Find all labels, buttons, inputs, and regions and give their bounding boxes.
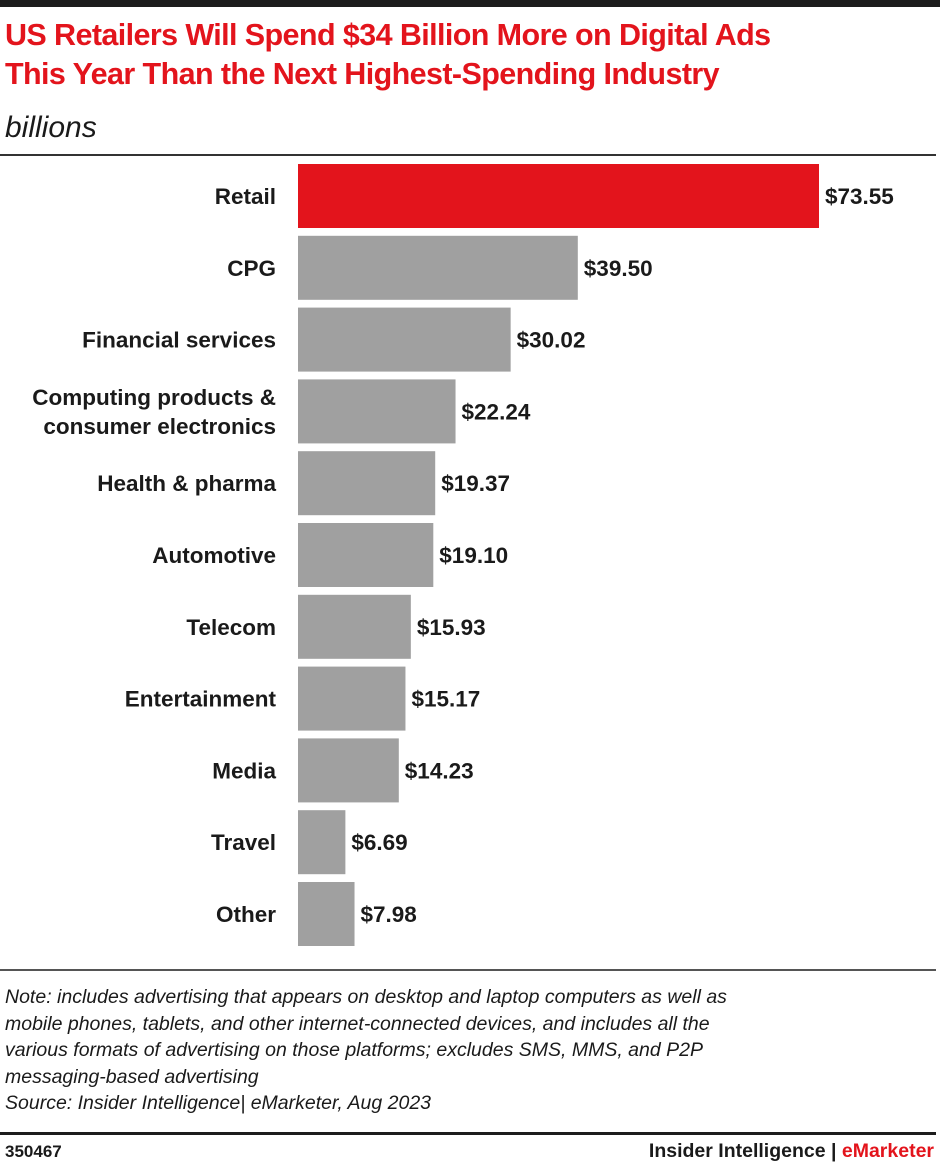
bar-entertainment [298,666,406,731]
bar-travel [298,810,346,875]
bar-media [298,738,399,803]
bar-chart: Retail $73.55 CPG $39.50 Financial services $… [32,164,894,946]
chart-title-line-2: This Year Than the Next Highest-Spending… [5,57,720,91]
chart-subtitle: billions [5,111,97,144]
category-label-automotive: Automotive [152,543,276,568]
note-line-1: Note: includes advertising that appears … [5,986,727,1008]
bar-retail [298,164,819,228]
chart-title-line-1: US Retailers Will Spend $34 Billion More… [5,18,771,52]
value-label-cpg: $39.50 [584,256,653,281]
bar-cpg [298,235,578,300]
note-line-4: messaging-based advertising [5,1065,259,1088]
chart-note: Note: includes advertising that appears … [5,984,925,1117]
category-label-travel: Travel [211,830,276,855]
category-label-other: Other [216,902,276,927]
bar-computing-products-and-consumer-electronics [298,379,456,444]
value-label-automotive: $19.10 [439,543,508,568]
value-label-other: $7.98 [361,902,417,927]
footer-divider [0,969,936,971]
brand-accent-text: eMarketer [841,1140,934,1162]
bar-financial-services [298,307,511,372]
bar-health-and-pharma [298,451,436,516]
brand-logo: Insider Intelligence | eMarketer [649,1140,934,1163]
note-line-2: mobile phones, tablets, and other intern… [5,1012,710,1035]
bottom-rule [0,1132,936,1135]
category-label-computing-products-and-consumer-electronics: Computing products & consumer electronics [32,385,276,439]
bar-telecom [298,594,411,659]
brand-main-text: Insider Intelligence | [648,1140,842,1162]
category-label-retail: Retail [215,184,276,209]
value-label-media: $14.23 [405,758,474,783]
header-divider [0,154,936,156]
value-label-computing-products-and-consumer-electronics: $22.24 [462,399,531,424]
category-label-telecom: Telecom [186,615,276,640]
value-label-financial-services: $30.02 [517,328,586,353]
category-label-financial-services: Financial services [82,328,276,353]
chart-id: 350467 [5,1142,62,1161]
value-label-health-and-pharma: $19.37 [441,471,510,496]
bar-automotive [298,523,434,587]
value-label-retail: $73.55 [825,184,894,209]
bar-other [298,882,355,946]
top-rule [0,0,940,7]
category-label-entertainment: Entertainment [125,687,277,712]
source-line: Source: Insider Intelligence| eMarketer,… [5,1092,432,1114]
chart-title: US Retailers Will Spend $34 Billion More… [5,16,935,94]
value-label-telecom: $15.93 [417,615,486,640]
value-label-entertainment: $15.17 [411,687,480,712]
category-label-media: Media [212,758,276,783]
value-label-travel: $6.69 [351,830,407,855]
category-label-health-and-pharma: Health & pharma [97,471,276,496]
category-label-cpg: CPG [227,256,276,281]
note-line-3: various formats of advertising on those … [5,1039,703,1061]
